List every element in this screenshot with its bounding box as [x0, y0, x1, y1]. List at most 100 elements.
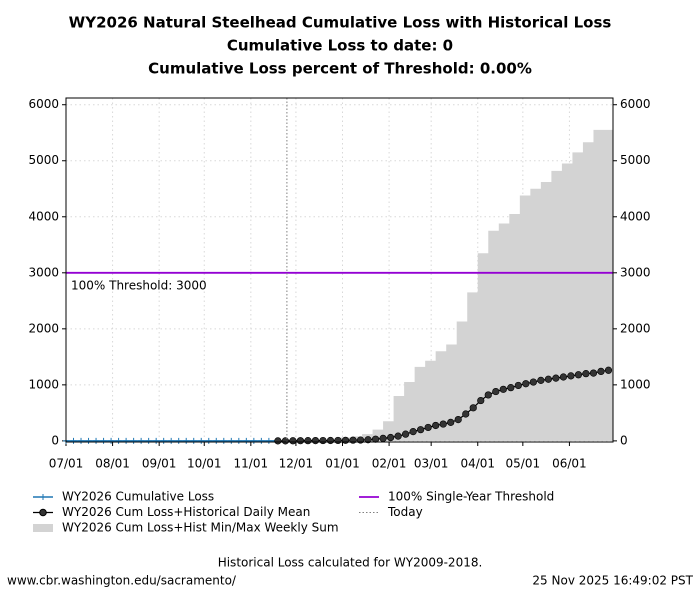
point-marker	[499, 385, 507, 393]
point-marker	[319, 436, 327, 445]
range-area	[277, 129, 613, 441]
plot-frame	[65, 97, 614, 443]
point-marker	[364, 436, 372, 444]
x-tick-label: 07/01	[49, 457, 84, 471]
point-marker	[544, 375, 552, 383]
point-marker	[220, 437, 227, 444]
point-marker	[274, 437, 282, 445]
point-marker	[123, 437, 130, 444]
point-marker	[604, 366, 613, 374]
chart-title: WY2026 Natural Steelhead Cumulative Loss…	[69, 14, 612, 32]
chart-subtitle: Cumulative Loss percent of Threshold: 0.…	[148, 60, 532, 78]
point-marker	[477, 396, 485, 405]
legend-label: Today	[387, 505, 423, 519]
y-tick-label: 5000	[28, 153, 59, 167]
legend-label: 100% Single-Year Threshold	[388, 490, 554, 504]
point-marker	[341, 436, 350, 444]
y-tick-label: 3000	[28, 265, 59, 279]
point-marker	[394, 432, 402, 440]
point-marker	[235, 437, 242, 444]
point-marker	[522, 380, 530, 388]
point-marker	[70, 437, 77, 444]
x-tick-label: 11/01	[234, 457, 269, 471]
point-marker	[130, 437, 137, 444]
x-tick-label: 05/01	[506, 457, 541, 471]
point-marker	[190, 437, 197, 444]
point-marker	[514, 381, 522, 390]
y2-tick-label: 4000	[620, 209, 651, 223]
point-marker	[213, 437, 220, 444]
y2-tick-label: 1000	[620, 377, 651, 391]
point-marker	[402, 430, 410, 438]
point-marker	[439, 420, 447, 428]
point-marker	[386, 433, 395, 442]
y2-tick-label: 2000	[620, 321, 651, 335]
point-marker	[311, 436, 320, 445]
point-marker	[108, 437, 115, 444]
legend-swatch	[33, 524, 53, 532]
y2-tick-label: 6000	[620, 97, 651, 111]
point-marker	[507, 384, 515, 392]
point-marker	[559, 373, 568, 381]
point-marker	[454, 415, 462, 424]
point-marker	[447, 418, 455, 426]
point-marker	[537, 376, 545, 384]
x-tick-label: 04/01	[460, 457, 495, 471]
point-marker	[424, 423, 432, 432]
point-marker	[326, 436, 335, 445]
point-marker	[582, 370, 590, 378]
y2-tick-label: 5000	[620, 153, 651, 167]
point-marker	[168, 437, 175, 444]
point-marker	[289, 437, 297, 445]
point-marker	[85, 437, 92, 444]
threshold-label: 100% Threshold: 3000	[71, 278, 207, 292]
point-marker	[198, 437, 205, 444]
x-tick-label: 12/01	[279, 457, 314, 471]
point-marker	[334, 436, 342, 445]
y2-tick-label: 3000	[620, 265, 651, 279]
point-marker	[115, 437, 122, 444]
point-marker	[432, 421, 440, 430]
point-marker	[258, 437, 265, 444]
point-marker	[228, 437, 235, 444]
point-marker	[205, 437, 212, 444]
point-marker	[281, 437, 290, 445]
point-marker	[589, 369, 598, 377]
point-marker	[160, 437, 167, 444]
x-tick-label: 03/01	[414, 457, 449, 471]
point-marker	[265, 437, 272, 444]
x-tick-label: 09/01	[142, 457, 177, 471]
point-marker	[417, 426, 425, 434]
point-marker	[462, 410, 470, 418]
point-marker	[469, 404, 477, 412]
point-marker	[492, 387, 500, 396]
source: www.cbr.washington.edu/sacramento/	[7, 574, 237, 588]
point-marker	[145, 437, 152, 444]
point-marker	[409, 428, 417, 436]
chart-subtitle: Cumulative Loss to date: 0	[227, 37, 453, 55]
x-tick-label: 08/01	[95, 457, 130, 471]
point-marker	[567, 372, 575, 380]
point-marker	[78, 437, 85, 444]
point-marker	[183, 437, 190, 444]
y-tick-label: 6000	[28, 97, 59, 111]
point-marker	[379, 434, 387, 442]
point-marker	[250, 437, 257, 444]
point-marker	[597, 367, 605, 376]
y-tick-label: 1000	[28, 377, 59, 391]
timestamp: 25 Nov 2025 16:49:02 PST	[532, 574, 693, 588]
point-marker	[100, 437, 107, 444]
point-marker	[175, 437, 182, 444]
legend-label: WY2026 Cumulative Loss	[62, 490, 214, 504]
point-marker	[304, 437, 312, 445]
point-marker	[349, 436, 357, 444]
x-tick-label: 10/01	[187, 457, 222, 471]
point-marker	[574, 371, 583, 379]
y2-tick-label: 0	[620, 433, 628, 447]
y-tick-label: 0	[51, 433, 59, 447]
x-tick-label: 01/01	[325, 457, 360, 471]
y-tick-label: 4000	[28, 209, 59, 223]
legend-swatch	[39, 508, 47, 517]
y-tick-label: 2000	[28, 321, 59, 335]
